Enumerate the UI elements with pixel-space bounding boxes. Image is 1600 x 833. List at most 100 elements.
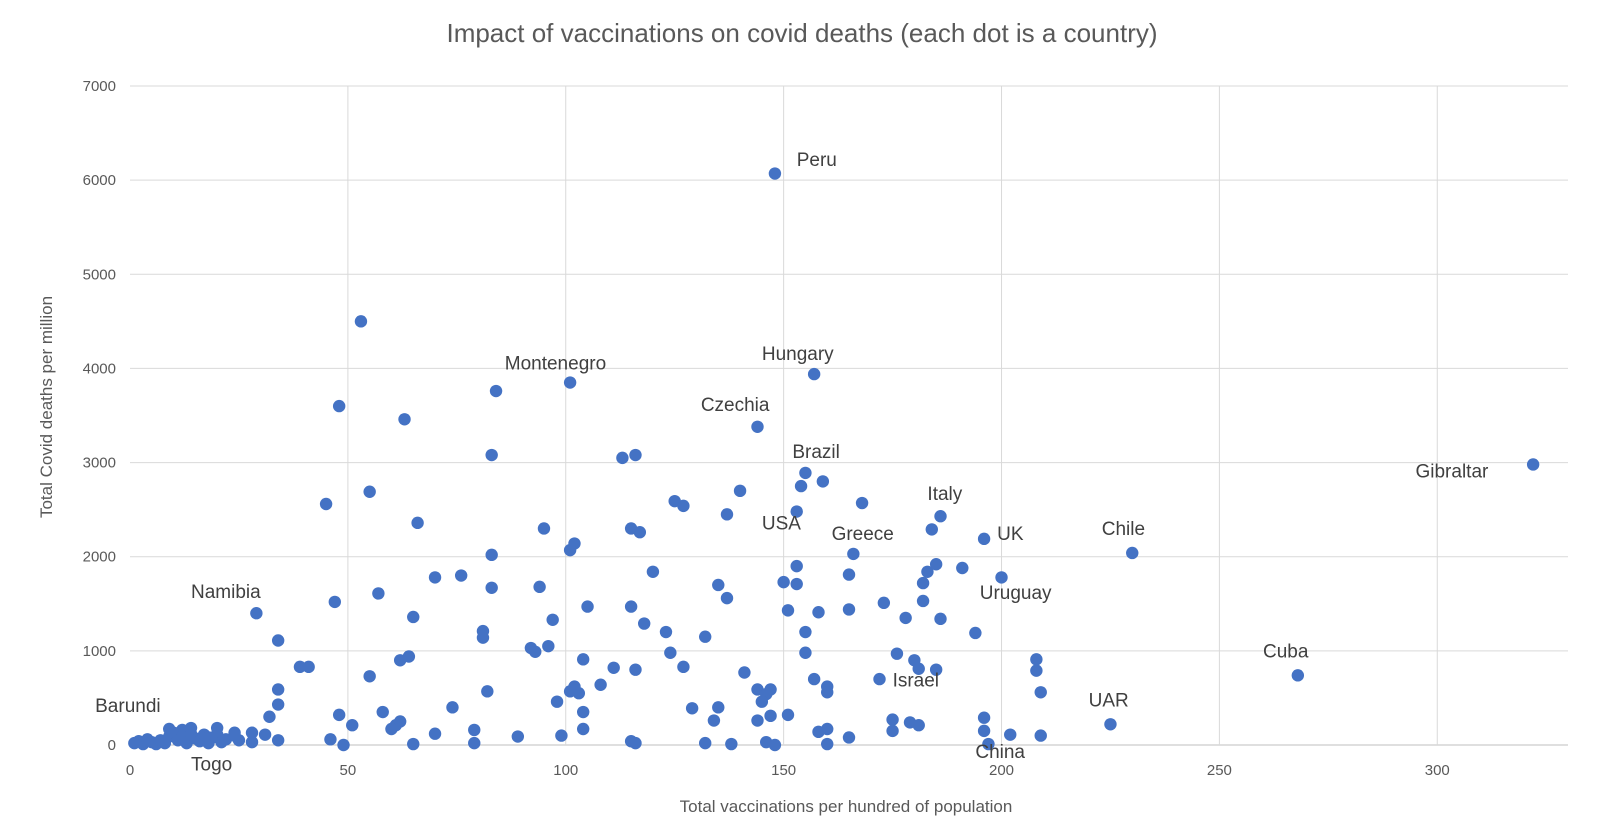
data-point [542, 639, 555, 653]
data-point [245, 726, 259, 739]
data-point [293, 660, 307, 674]
grid-layer [130, 85, 1568, 746]
data-point [982, 737, 995, 751]
country-label: Hungary [762, 344, 834, 365]
data-point [777, 575, 790, 589]
data-point [781, 708, 795, 722]
data-point [847, 547, 860, 561]
data-point [489, 384, 503, 398]
data-point [916, 594, 930, 608]
data-point [821, 686, 834, 699]
data-point [1104, 718, 1117, 731]
data-point [855, 496, 869, 510]
country-label: Togo [191, 754, 232, 775]
data-point [755, 695, 769, 708]
country-label: Italy [927, 484, 962, 505]
data-point [629, 448, 642, 462]
data-point [712, 578, 725, 592]
data-point [572, 687, 586, 700]
data-point [616, 451, 629, 465]
y-tick-label: 4000 [83, 360, 116, 377]
data-point [1291, 669, 1305, 682]
data-point [969, 626, 982, 640]
data-point [250, 607, 263, 620]
data-point [821, 737, 834, 751]
data-point [842, 731, 856, 744]
data-point [637, 617, 651, 630]
data-point [912, 719, 925, 732]
data-point [372, 587, 385, 600]
data-point [886, 724, 899, 738]
data-point [624, 600, 638, 613]
data-point [799, 466, 812, 480]
data-point [790, 559, 803, 573]
data-point [407, 737, 420, 751]
annotation-layer: Peru Montenegro Hungary Czechia Brazil Gibral… [95, 150, 1489, 775]
data-point [764, 709, 777, 723]
data-point [337, 738, 350, 752]
tick-layer: 0 1000 2000 3000 4000 5000 6000 7000 0 50 100 150 20… [83, 78, 1450, 779]
data-point [899, 611, 912, 625]
data-point [1004, 728, 1017, 741]
data-point [271, 683, 285, 696]
data-point [594, 678, 607, 691]
data-point [873, 672, 886, 686]
data-point [790, 505, 803, 518]
data-point [202, 731, 215, 744]
data-point [411, 516, 424, 530]
data-point [271, 698, 285, 711]
y-tick-label: 2000 [83, 549, 116, 566]
data-point [659, 625, 673, 639]
data-point [407, 610, 420, 624]
data-point [890, 647, 904, 660]
data-point [934, 510, 947, 523]
data-point [1030, 653, 1043, 666]
data-point [324, 733, 337, 746]
data-point [921, 565, 934, 578]
data-point [385, 722, 398, 736]
data-point [485, 581, 498, 594]
x-tick-label: 250 [1207, 762, 1232, 779]
data-point [794, 479, 808, 493]
chart-title: Impact of vaccinations on covid deaths (… [446, 18, 1157, 48]
data-point [485, 548, 498, 562]
data-point [210, 721, 224, 735]
point-layer [128, 167, 1540, 752]
y-axis-title: Total Covid deaths per million [37, 296, 56, 518]
data-point [1034, 686, 1047, 699]
data-point [258, 728, 272, 741]
data-point [677, 660, 690, 674]
data-point [799, 625, 812, 639]
data-point [877, 596, 891, 610]
country-label: UK [997, 524, 1024, 545]
x-tick-label: 0 [126, 762, 134, 779]
data-point [428, 727, 442, 740]
data-point [699, 630, 712, 643]
country-label: USA [762, 513, 801, 534]
data-point [916, 576, 930, 590]
data-point [428, 571, 442, 584]
data-point [563, 543, 577, 557]
data-point [346, 719, 359, 732]
data-point [363, 670, 376, 683]
data-point [677, 499, 690, 513]
data-point [576, 653, 590, 666]
data-point [546, 613, 559, 626]
data-point [646, 565, 660, 578]
y-tick-label: 3000 [83, 455, 116, 472]
data-point [707, 714, 721, 727]
data-point [912, 662, 925, 675]
data-point [929, 558, 943, 571]
data-point [720, 508, 734, 521]
data-point [807, 672, 821, 686]
data-point [768, 738, 782, 752]
data-point [228, 726, 241, 739]
data-point [812, 725, 825, 739]
data-point [398, 413, 411, 426]
data-point [807, 367, 821, 381]
data-point [393, 654, 407, 667]
y-tick-label: 5000 [83, 266, 116, 283]
data-point [302, 660, 315, 674]
